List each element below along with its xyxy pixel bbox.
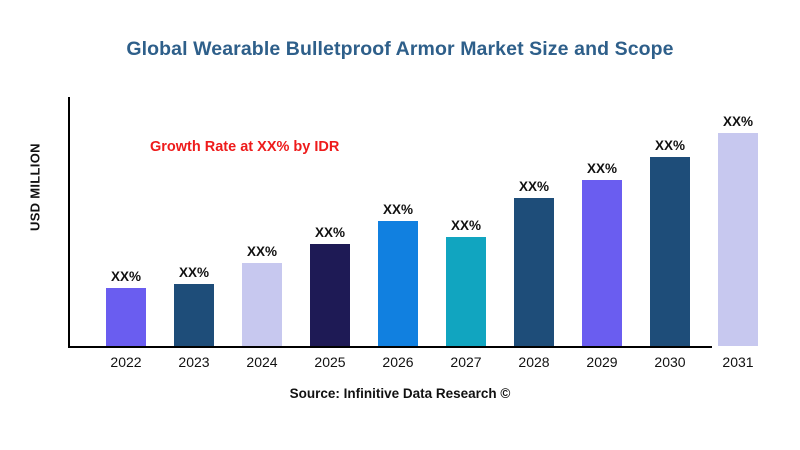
y-axis-label: USD MILLION	[27, 143, 43, 231]
bar-value-label: XX%	[246, 244, 277, 259]
bar-2029[interactable]	[582, 180, 622, 346]
bar-2022[interactable]	[106, 288, 146, 346]
bar-group[interactable]: XX%	[378, 202, 418, 346]
bar-group[interactable]: XX%	[106, 269, 146, 346]
x-tick-2029: 2029	[586, 354, 618, 370]
x-tick-2027: 2027	[450, 354, 482, 370]
bar-group[interactable]: XX%	[514, 179, 554, 346]
bar-value-label: XX%	[518, 179, 549, 194]
bar-group[interactable]: XX%	[446, 218, 486, 346]
x-tick-2024: 2024	[246, 354, 278, 370]
bar-group[interactable]: XX%	[650, 138, 690, 346]
bar-2024[interactable]	[242, 263, 282, 346]
x-tick-2022: 2022	[110, 354, 142, 370]
bar-group[interactable]: XX%	[582, 161, 622, 346]
bar-value-label: XX%	[314, 225, 345, 240]
bar-value-label: XX%	[586, 161, 617, 176]
plot-area: Growth Rate at XX% by IDR XX% XX% XX% XX% XX…	[68, 97, 780, 348]
bar-2026[interactable]	[378, 221, 418, 346]
growth-rate-annotation: Growth Rate at XX% by IDR	[150, 139, 340, 155]
page-title: Global Wearable Bulletproof Armor Market…	[126, 38, 674, 60]
bar-value-label: XX%	[382, 202, 413, 217]
bar-value-label: XX%	[722, 114, 753, 129]
x-axis-line	[68, 346, 712, 348]
bar-value-label: XX%	[110, 269, 141, 284]
bar-2028[interactable]	[514, 198, 554, 346]
bar-group[interactable]: XX%	[310, 225, 350, 346]
bar-group[interactable]: XX%	[718, 114, 758, 346]
bar-group[interactable]: XX%	[174, 265, 214, 346]
bar-value-label: XX%	[450, 218, 481, 233]
bar-group[interactable]: XX%	[242, 244, 282, 346]
source-caption: Source: Infinitive Data Research ©	[289, 386, 511, 401]
x-tick-2031: 2031	[722, 354, 754, 370]
bar-2027[interactable]	[446, 237, 486, 346]
y-axis-line	[68, 97, 70, 348]
bar-value-label: XX%	[654, 138, 685, 153]
x-tick-2026: 2026	[382, 354, 414, 370]
x-tick-2023: 2023	[178, 354, 210, 370]
x-tick-2030: 2030	[654, 354, 686, 370]
bar-2031[interactable]	[718, 133, 758, 346]
x-tick-2028: 2028	[518, 354, 550, 370]
bar-value-label: XX%	[178, 265, 209, 280]
bar-2030[interactable]	[650, 157, 690, 346]
x-tick-2025: 2025	[314, 354, 346, 370]
bar-2023[interactable]	[174, 284, 214, 346]
bar-2025[interactable]	[310, 244, 350, 346]
